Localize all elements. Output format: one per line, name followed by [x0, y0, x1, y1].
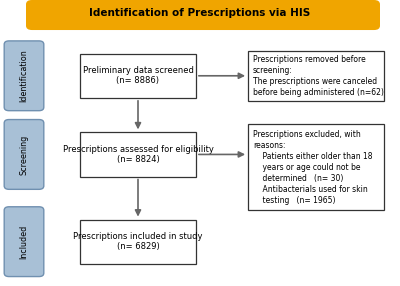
FancyBboxPatch shape: [26, 0, 380, 30]
Text: Included: Included: [20, 225, 28, 259]
FancyBboxPatch shape: [4, 41, 44, 111]
Text: Screening: Screening: [20, 134, 28, 174]
FancyBboxPatch shape: [80, 132, 196, 176]
FancyBboxPatch shape: [248, 124, 384, 210]
Text: Prescriptions excluded, with
reasons:
    Patients either older than 18
    year: Prescriptions excluded, with reasons: Pa…: [253, 130, 372, 205]
Text: Identification: Identification: [20, 49, 28, 102]
FancyBboxPatch shape: [248, 51, 384, 101]
Text: Prescriptions assessed for eligibility
(n= 8824): Prescriptions assessed for eligibility (…: [62, 145, 214, 164]
FancyBboxPatch shape: [80, 54, 196, 98]
Text: Prescriptions included in study
(n= 6829): Prescriptions included in study (n= 6829…: [73, 232, 203, 251]
FancyBboxPatch shape: [4, 120, 44, 189]
Text: Preliminary data screened
(n= 8886): Preliminary data screened (n= 8886): [82, 66, 194, 86]
Text: Identification of Prescriptions via HIS: Identification of Prescriptions via HIS: [89, 8, 311, 18]
FancyBboxPatch shape: [80, 220, 196, 264]
Text: Prescriptions removed before
screening:
The prescriptions were canceled
before b: Prescriptions removed before screening: …: [253, 55, 384, 97]
FancyBboxPatch shape: [4, 207, 44, 277]
